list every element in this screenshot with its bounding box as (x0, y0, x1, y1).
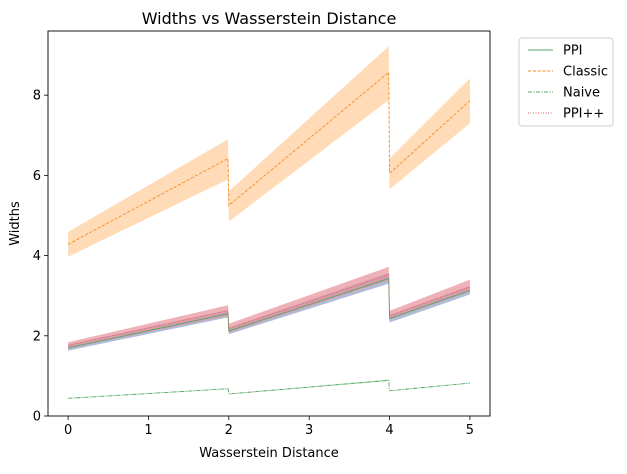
x-axis-label: Wasserstein Distance (199, 446, 339, 461)
y-axis-label: Widths (8, 201, 23, 246)
legend: PPI Classic Naive PPI++ (518, 37, 614, 127)
band-classic (68, 46, 470, 257)
y-tick-label: 0 (33, 410, 41, 425)
x-tick-label: 3 (305, 423, 313, 438)
legend-label-ppi: PPI (563, 44, 583, 59)
y-tick-label: 6 (33, 169, 41, 184)
series-lines (67, 71, 471, 399)
x-tick-label: 4 (385, 423, 393, 438)
line-ppi (67, 274, 471, 346)
y-axis: 0 2 4 6 8 (33, 89, 48, 425)
confidence-bands (68, 46, 470, 399)
x-tick-label: 5 (466, 423, 474, 438)
line-ppi (67, 277, 471, 349)
x-tick-label: 2 (225, 423, 233, 438)
line-naive (68, 379, 470, 399)
plot-frame (47, 30, 491, 417)
legend-box (518, 37, 614, 127)
y-tick-label: 2 (33, 329, 41, 344)
legend-label-classic: Classic (563, 65, 608, 80)
y-tick-label: 8 (33, 89, 41, 104)
legend-items: PPI Classic Naive PPI++ (528, 44, 608, 122)
line-classic (67, 71, 471, 245)
chart-title: Widths vs Wasserstein Distance (142, 9, 397, 28)
x-tick-label: 1 (144, 423, 152, 438)
y-tick-label: 4 (33, 249, 41, 264)
legend-label-naive: Naive (563, 86, 600, 101)
x-tick-label: 0 (64, 423, 72, 438)
legend-label-ppi: PPI++ (563, 107, 604, 122)
x-axis: 0 1 2 3 4 5 (64, 416, 474, 438)
